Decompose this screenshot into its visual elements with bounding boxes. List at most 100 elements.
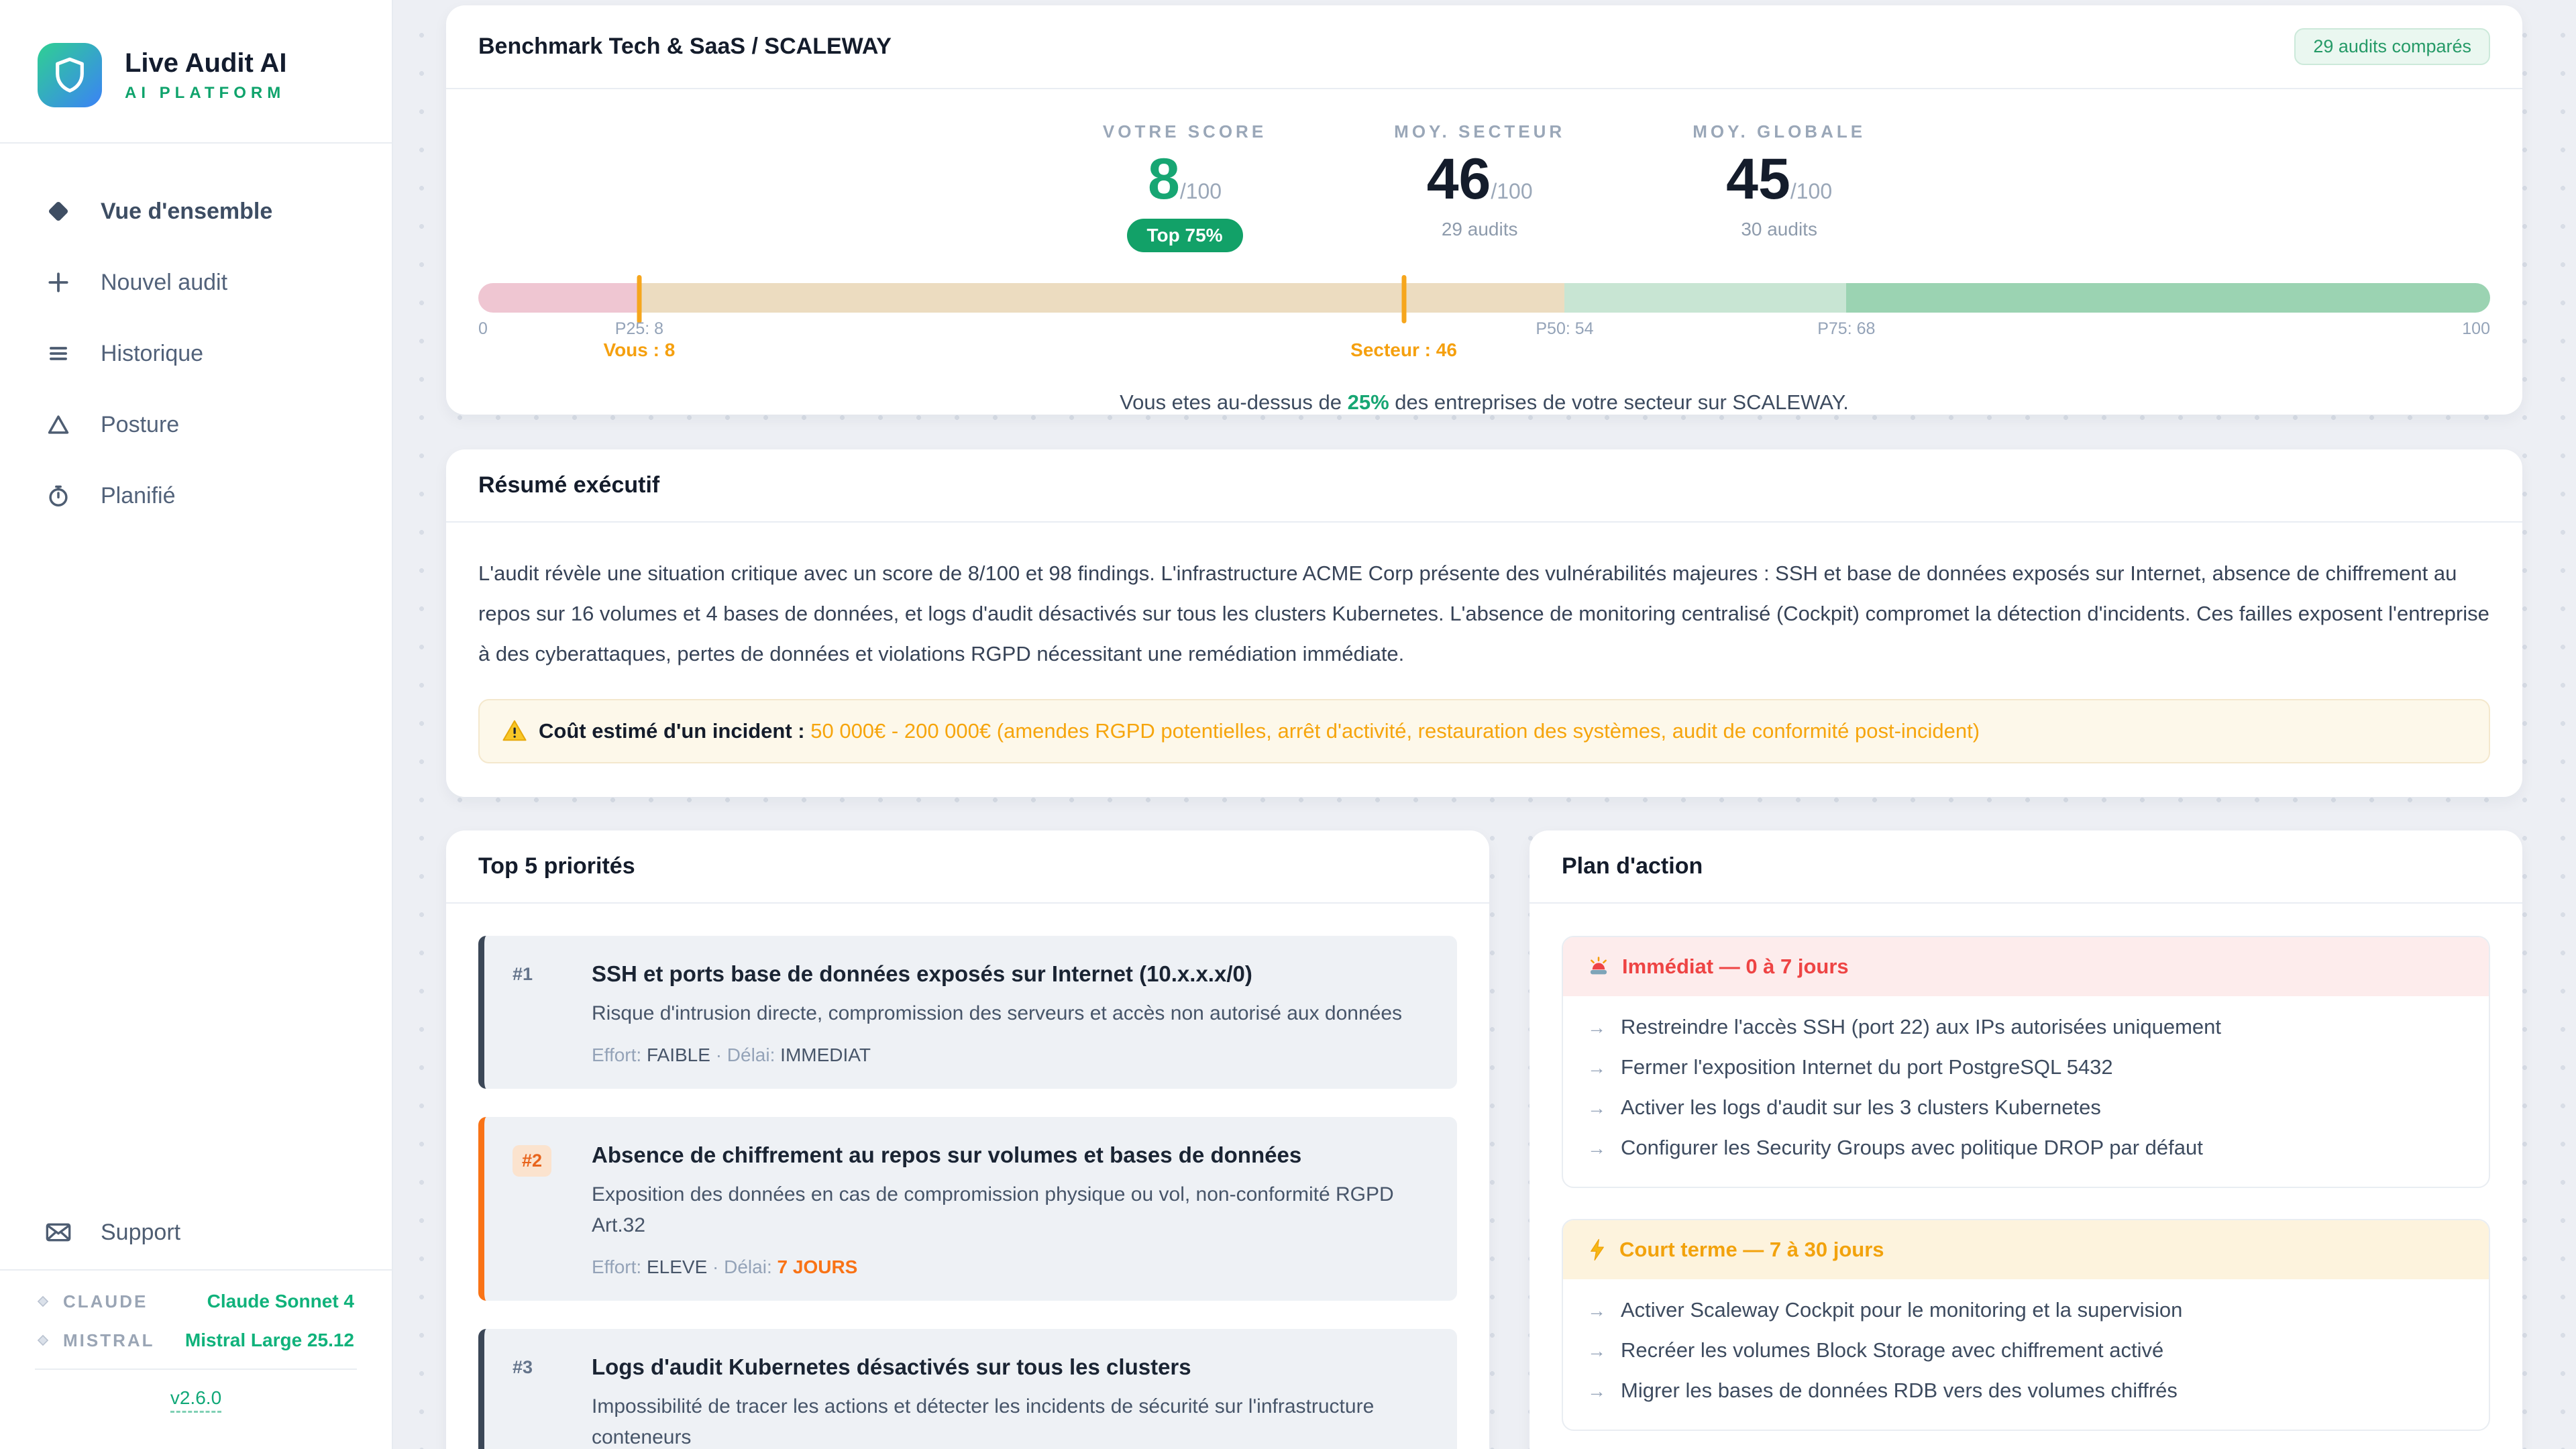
arrow-icon: → [1587, 1057, 1606, 1079]
arrow-icon: → [1587, 1340, 1606, 1362]
divider [0, 1269, 392, 1271]
action-group-label: Immédiat — 0 à 7 jours [1622, 955, 1849, 979]
diamond-small-icon [37, 1334, 49, 1346]
warning-label: Coût estimé d'un incident : [539, 719, 805, 743]
incident-cost-warning: Coût estimé d'un incident : 50 000€ - 20… [478, 699, 2490, 764]
sidebar-item-historique[interactable]: Historique [0, 318, 392, 389]
action-group-short-term: Court terme — 7 à 30 jours → Activer Scal… [1562, 1219, 2490, 1432]
priority-item-1: #1 SSH et ports base de données exposés … [478, 936, 1457, 1089]
benchmark-title: Benchmark Tech & SaaS / SCALEWAY [478, 34, 892, 59]
siren-icon [1590, 957, 1607, 975]
priority-description: Exposition des données en cas de comprom… [592, 1183, 1394, 1237]
plus-icon [44, 268, 72, 297]
sidebar: Live Audit AI AI PLATFORM Vue d'ensemble… [0, 0, 393, 1449]
percentile-highlight: 25% [1347, 390, 1389, 414]
envelope-icon [44, 1218, 72, 1246]
sidebar-item-label: Vue d'ensemble [101, 198, 273, 224]
benchmark-summary: Vous etes au-dessus de 25% des entrepris… [1120, 390, 1849, 414]
sidebar-item-support[interactable]: Support [0, 1201, 392, 1269]
sidebar-item-label: Nouvel audit [101, 269, 228, 295]
action-item: → Activer les logs d'audit sur les 3 clus… [1587, 1095, 2101, 1120]
tick-100: 100 [2462, 319, 2490, 338]
gauge-ticks: 0 P25: 8 P50: 54 P75: 68 100 [478, 319, 2490, 339]
sector-audit-count: 29 audits [1441, 219, 1518, 239]
sector-score-marker [1401, 275, 1407, 323]
tick-0: 0 [478, 319, 488, 338]
sidebar-item-planifie[interactable]: Planifié [0, 460, 392, 531]
main-content: Benchmark Tech & SaaS / SCALEWAY 29 audi… [393, 0, 2576, 1449]
priority-rank: #1 [513, 964, 533, 985]
version-link[interactable]: v2.6.0 [170, 1387, 222, 1413]
shield-logo-icon [38, 43, 102, 107]
action-plan-card: Plan d'action Immédiat — 0 à 7 jours → Re… [1529, 830, 2522, 1449]
arrow-icon: → [1587, 1017, 1606, 1038]
arrow-icon: → [1587, 1138, 1606, 1159]
action-item: → Migrer les bases de données RDB vers de… [1587, 1379, 2178, 1403]
your-score-value: 8 [1147, 147, 1180, 211]
app-title: Live Audit AI [125, 48, 287, 78]
gauge-segment-p75-p100 [1846, 283, 2490, 313]
action-group-label: Court terme — 7 à 30 jours [1619, 1238, 1884, 1262]
sector-score-marker-label: Secteur : 46 [1350, 339, 1457, 360]
score-label: MOY. SECTEUR [1394, 121, 1566, 142]
action-item: → Fermer l'exposition Internet du port Po… [1587, 1055, 2113, 1079]
model-row-mistral: MISTRAL Mistral Large 25.12 [35, 1330, 354, 1351]
support-label: Support [101, 1219, 181, 1245]
effort-value: FAIBLE [646, 1044, 710, 1065]
global-avg-value: 45 [1726, 147, 1790, 211]
your-score-marker [637, 275, 642, 323]
priority-title: Logs d'audit Kubernetes désactivés sur t… [592, 1354, 1191, 1379]
top-priorities-card: Top 5 priorités #1 SSH et ports base de … [446, 830, 1489, 1449]
sidebar-item-nouvel-audit[interactable]: Nouvel audit [0, 247, 392, 318]
app-logo: Live Audit AI AI PLATFORM [0, 0, 392, 142]
top-priorities-title: Top 5 priorités [478, 853, 635, 879]
sidebar-item-label: Posture [101, 411, 180, 437]
score-label: VOTRE SCORE [1102, 121, 1267, 142]
model-name: Claude Sonnet 4 [207, 1291, 354, 1311]
delay-value: IMMEDIAT [780, 1044, 871, 1065]
audits-compared-badge: 29 audits comparés [2294, 28, 2490, 65]
list-icon [44, 339, 72, 368]
model-provider-label: MISTRAL [63, 1330, 155, 1350]
tick-p75: P75: 68 [1817, 319, 1876, 338]
priority-item-3: #3 Logs d'audit Kubernetes désactivés su… [478, 1328, 1457, 1449]
triangle-icon [44, 411, 72, 439]
lightning-icon [1591, 1239, 1604, 1261]
your-score-marker-label: Vous : 8 [603, 339, 676, 360]
global-audit-count: 30 audits [1741, 219, 1817, 239]
action-plan-title: Plan d'action [1562, 853, 1703, 879]
sidebar-item-vue-densemble[interactable]: Vue d'ensemble [0, 176, 392, 247]
warning-cost-text: 50 000€ - 200 000€ (amendes RGPD potenti… [810, 719, 1980, 743]
model-provider-label: CLAUDE [63, 1291, 148, 1311]
priority-meta: Effort: FAIBLE · Délai: IMMEDIAT [592, 1044, 871, 1065]
arrow-icon: → [1587, 1097, 1606, 1119]
model-name: Mistral Large 25.12 [184, 1330, 354, 1350]
priority-description: Impossibilité de tracer les actions et d… [592, 1395, 1375, 1449]
divider [35, 1368, 357, 1370]
top-percent-badge: Top 75% [1126, 219, 1243, 252]
gauge-segment-p25-p50 [639, 283, 1565, 313]
gauge-bar [478, 283, 2490, 313]
priority-title: Absence de chiffrement au repos sur volu… [592, 1142, 1302, 1167]
benchmark-card: Benchmark Tech & SaaS / SCALEWAY 29 audi… [446, 5, 2522, 415]
priority-rank: #3 [513, 1356, 533, 1377]
effort-value: ELEVE [646, 1256, 708, 1277]
sidebar-item-posture[interactable]: Posture [0, 389, 392, 460]
model-status-panel: CLAUDE Claude Sonnet 4 MISTRAL Mistral L… [0, 1271, 392, 1368]
gauge-segment-p50-p75 [1564, 283, 1847, 313]
percentile-gauge: 0 P25: 8 P50: 54 P75: 68 100 Vous : 8 Se… [478, 275, 2490, 364]
action-group-immediate: Immédiat — 0 à 7 jours → Restreindre l'ac… [1562, 936, 2490, 1189]
model-row-claude: CLAUDE Claude Sonnet 4 [35, 1291, 354, 1312]
score-block-global-avg: MOY. GLOBALE 45/100 30 audits [1693, 121, 1866, 239]
action-item: → Configurer les Security Groups avec pol… [1587, 1136, 2203, 1160]
gauge-segment-p0-p25 [478, 283, 639, 313]
diamond-small-icon [37, 1295, 49, 1307]
tick-p25: P25: 8 [614, 319, 664, 338]
executive-summary-paragraph: L'audit révèle une situation critique av… [478, 561, 2489, 665]
priority-description: Risque d'intrusion directe, compromissio… [592, 1002, 1403, 1025]
score-block-sector-avg: MOY. SECTEUR 46/100 29 audits [1394, 121, 1566, 239]
priority-title: SSH et ports base de données exposés sur… [592, 961, 1252, 987]
tick-p50: P50: 54 [1536, 319, 1594, 338]
score-comparison: VOTRE SCORE 8/100 Top 75% MOY. SECTEUR 4… [446, 121, 2522, 252]
action-item: → Activer Scaleway Cockpit pour le monito… [1587, 1298, 2183, 1322]
